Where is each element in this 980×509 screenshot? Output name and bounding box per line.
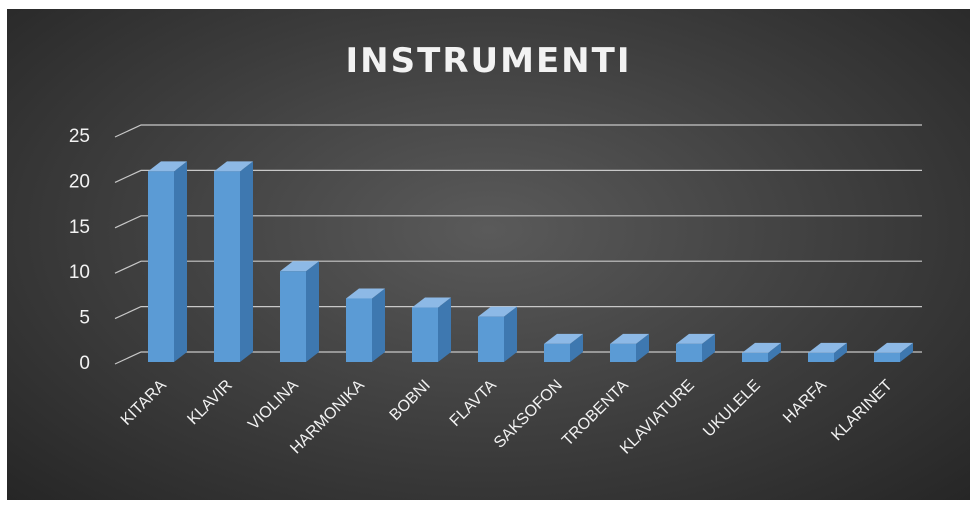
bar-klaviature: [676, 333, 715, 362]
x-tick-label: KLAVIR: [184, 377, 235, 428]
gridline: [114, 306, 922, 320]
x-tick-label: BOBNI: [387, 377, 434, 424]
bar-violina: [280, 261, 319, 362]
bar-bobni: [412, 297, 451, 362]
bar-kitara: [148, 161, 187, 362]
y-tick-label: 15: [69, 217, 90, 238]
gridline: [114, 169, 922, 183]
x-tick-label: TROBENTA: [559, 377, 632, 450]
bar-klavir: [214, 161, 253, 362]
gridline: [114, 351, 922, 365]
x-tick-label: UKULELE: [700, 377, 764, 441]
x-tick-label: SAKSOFON: [491, 377, 566, 452]
y-axis-ticks: 0 5 10 15 20 25: [69, 126, 90, 374]
bar-flavta: [478, 306, 517, 362]
bar-harmonika: [346, 288, 385, 362]
bar-saksofon: [544, 333, 583, 362]
x-tick-label: HARFA: [780, 377, 830, 427]
bar-ukulele: [742, 342, 781, 362]
x-tick-label: FLAVTA: [447, 377, 500, 430]
gridline: [114, 215, 922, 229]
x-tick-label: KLARINET: [828, 377, 896, 445]
gridline: [114, 260, 922, 274]
gridline: [114, 124, 922, 138]
bar-harfa: [808, 342, 847, 362]
y-tick-label: 5: [79, 308, 90, 329]
gridlines: [114, 124, 922, 365]
y-tick-label: 0: [79, 353, 90, 374]
chart-area: 0 5 10 15 20 25 KITARA KLAVIR VIOLINA HARMONIKA B…: [7, 9, 970, 500]
bars: [148, 161, 913, 362]
y-tick-label: 25: [69, 126, 90, 147]
y-tick-label: 10: [69, 262, 90, 283]
chart-title: INSTRUMENTI: [345, 41, 632, 81]
bar-klarinet: [874, 342, 913, 362]
x-tick-label: KITARA: [118, 377, 170, 429]
y-tick-label: 20: [69, 171, 90, 192]
bar-trobenta: [610, 333, 649, 362]
x-tick-label: VIOLINA: [245, 377, 302, 434]
